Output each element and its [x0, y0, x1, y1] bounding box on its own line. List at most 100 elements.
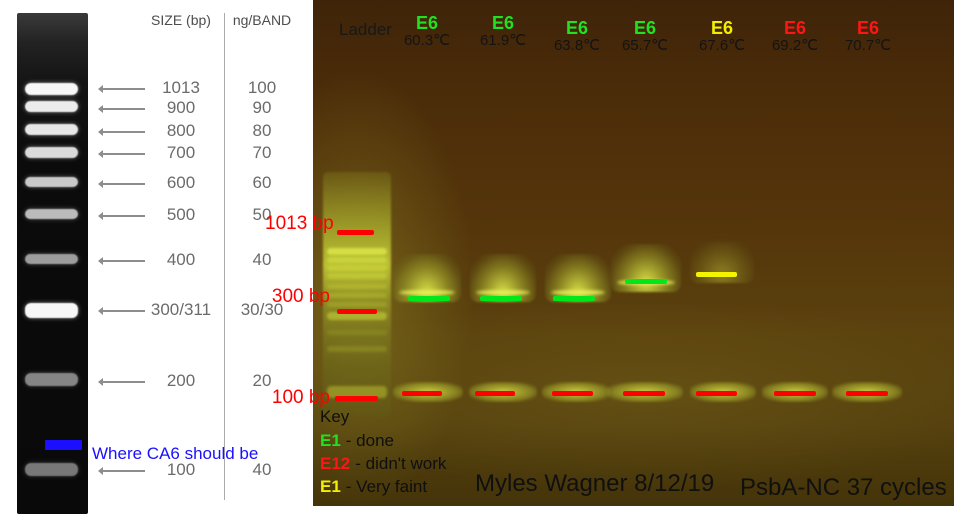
- size-marker-label-100bp: 100 bp: [271, 387, 330, 408]
- ladder-ng-label: 70: [252, 143, 272, 162]
- ladder-reference-panel: SIZE (bp) ng/BAND 1013 100 900 90 800 80…: [0, 0, 313, 514]
- lane5-header: E6 67.6℃: [680, 19, 764, 54]
- ladder-strip-band-300: [25, 303, 78, 318]
- lane6-red-line: [774, 391, 816, 396]
- gel-ladder-band: [327, 284, 387, 289]
- size-marker-label-300bp: 300 bp: [271, 286, 330, 307]
- lane4-red-line: [623, 391, 665, 396]
- ladder-ng-label: 50: [252, 205, 272, 224]
- ca6-note: Where CA6 should be: [92, 444, 259, 463]
- ladder-size-label: 300/311: [150, 300, 212, 319]
- lane7-sample-label: E6: [856, 18, 880, 38]
- ladder-strip-band-400: [25, 254, 78, 264]
- lane2-sample-label: E6: [491, 13, 515, 33]
- ladder-tick: [98, 105, 145, 113]
- ladder-tick: [98, 257, 145, 265]
- lane4-header: E6 65.7℃: [603, 19, 687, 54]
- ladder-strip-band-100: [25, 463, 78, 476]
- key-code-e12-red: E12: [320, 454, 351, 473]
- key-meaning-done: - done: [345, 431, 394, 450]
- lane6-header: E6 69.2℃: [753, 19, 837, 54]
- gel-ladder-band: [327, 302, 387, 307]
- key-code-e1-green: E1: [320, 431, 341, 450]
- lane2-green-line: [480, 296, 522, 301]
- lane3-temp-label: 63.8℃: [553, 37, 601, 54]
- ladder-strip-band-800: [25, 124, 78, 135]
- gel-ladder-band: [327, 330, 387, 335]
- lane3-header: E6 63.8℃: [535, 19, 619, 54]
- ladder-tick: [98, 128, 145, 136]
- ca6-expected-position-band: [45, 440, 82, 450]
- ladder-size-label: 400: [166, 250, 196, 269]
- key-entry-done: E1- done: [320, 431, 394, 451]
- ladder-size-label: 200: [166, 371, 196, 390]
- ladder-ng-label: 40: [252, 250, 272, 269]
- gel-ladder-lane-label: Ladder: [339, 20, 392, 39]
- ladder-tick: [98, 378, 145, 386]
- ng-column-header: ng/BAND: [232, 12, 292, 28]
- ladder-strip-band-600: [25, 177, 78, 187]
- lane6-sample-label: E6: [783, 18, 807, 38]
- ladder-tick: [98, 212, 145, 220]
- lane1-300bp-band: [393, 254, 461, 302]
- ladder-ng-label: 90: [252, 98, 272, 117]
- marker-line-300bp: [337, 309, 377, 314]
- lane1-temp-label: 60.3℃: [403, 32, 451, 49]
- gel-ladder-band: [327, 346, 387, 352]
- gel-ladder-band: [327, 257, 387, 263]
- lane2-300bp-band: [470, 254, 536, 302]
- ladder-gel-strip: [17, 13, 88, 514]
- key-meaning-very-faint: - Very faint: [345, 477, 428, 496]
- lane7-temp-label: 70.7℃: [844, 37, 892, 54]
- marker-line-1013bp: [337, 230, 374, 235]
- lane4-300bp-band: [611, 244, 681, 292]
- gel-ladder-band: [327, 248, 387, 255]
- lane7-red-line: [846, 391, 888, 396]
- key-entry-didnt-work: E12- didn't work: [320, 454, 446, 474]
- ladder-tick: [98, 180, 145, 188]
- gel-ladder-band: [327, 273, 387, 279]
- experiment-caption: PsbA-NC 37 cycles: [740, 474, 947, 501]
- lane4-sample-label: E6: [633, 18, 657, 38]
- ladder-tick: [98, 467, 145, 475]
- ladder-ng-label: 40: [252, 460, 272, 479]
- lane2-red-line: [475, 391, 515, 396]
- gel-ladder-lane: [323, 172, 391, 417]
- key-meaning-didnt-work: - didn't work: [355, 454, 447, 473]
- ladder-tick: [98, 85, 145, 93]
- ladder-strip-band-900: [25, 101, 78, 112]
- lane5-red-line: [696, 391, 737, 396]
- lane1-sample-label: E6: [415, 13, 439, 33]
- column-divider: [224, 13, 225, 500]
- ladder-strip-band-200: [25, 373, 78, 386]
- ladder-size-label: 900: [166, 98, 196, 117]
- ladder-tick: [98, 307, 145, 315]
- gel-photo: Ladder E6 60.3℃ E6 61.9℃ E6 63.8℃ E6 65.…: [313, 0, 954, 506]
- lane2-temp-label: 61.9℃: [479, 32, 527, 49]
- lane3-300bp-band: [545, 254, 611, 302]
- gel-ladder-band: [327, 293, 387, 298]
- lane1-red-line: [402, 391, 442, 396]
- gel-ladder-band: [327, 265, 387, 271]
- ladder-size-label: 1013: [162, 78, 200, 97]
- lane4-green-line: [625, 279, 667, 284]
- lane5-yellow-line: [696, 272, 737, 277]
- ladder-size-label: 700: [166, 143, 196, 162]
- key-code-e1-yellow: E1: [320, 477, 341, 496]
- lane1-green-line: [408, 296, 450, 301]
- author-date-caption: Myles Wagner 8/12/19: [475, 470, 715, 497]
- key-entry-very-faint: E1- Very faint: [320, 477, 427, 497]
- lane5-temp-label: 67.6℃: [698, 37, 746, 54]
- ladder-ng-label: 100: [247, 78, 277, 97]
- lane7-header: E6 70.7℃: [826, 19, 910, 54]
- ladder-size-label: 100: [166, 460, 196, 479]
- lane6-temp-label: 69.2℃: [771, 37, 819, 54]
- ladder-size-label: 600: [166, 173, 196, 192]
- ladder-ng-label: 80: [252, 121, 272, 140]
- ladder-ng-label: 60: [252, 173, 272, 192]
- lane2-header: E6 61.9℃: [461, 14, 545, 49]
- ladder-strip-band-700: [25, 147, 78, 158]
- ladder-strip-band-500: [25, 209, 78, 219]
- gel-ladder-band-300bp: [327, 312, 387, 320]
